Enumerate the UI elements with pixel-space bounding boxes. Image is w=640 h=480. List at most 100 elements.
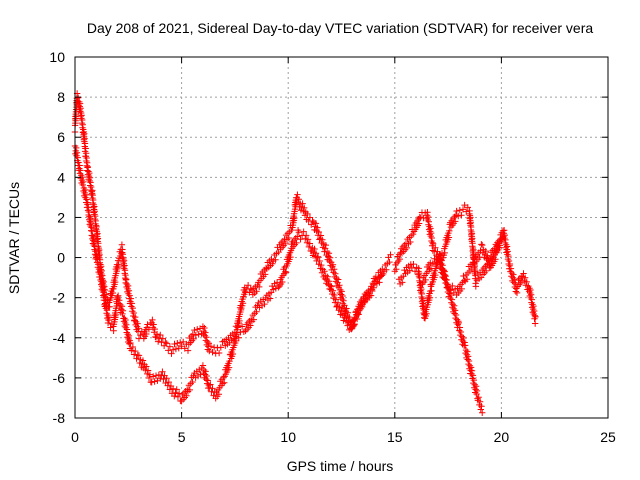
data-point [452, 311, 460, 319]
data-point [282, 269, 290, 276]
x-tick-label: 15 [387, 429, 403, 445]
data-point [306, 240, 314, 247]
data-point [468, 367, 476, 374]
data-point [343, 305, 350, 312]
data-point [443, 284, 451, 292]
y-tick-label: 2 [57, 209, 65, 225]
data-point [112, 278, 119, 286]
data-point [261, 300, 268, 308]
data-point [199, 323, 207, 330]
data-point [84, 163, 91, 171]
data-point [472, 283, 480, 290]
data-point [160, 375, 167, 383]
data-point [441, 272, 449, 279]
data-point [126, 292, 133, 299]
data-point [118, 250, 125, 257]
data-point [294, 191, 301, 198]
data-point [143, 370, 151, 378]
data-point [467, 364, 475, 371]
data-point [173, 386, 180, 393]
data-point [479, 241, 486, 249]
data-point [322, 241, 330, 249]
data-point [449, 282, 456, 290]
data-point [478, 241, 485, 248]
data-point [432, 271, 439, 279]
data-point [163, 340, 170, 347]
data-point [288, 226, 295, 234]
data-point [75, 159, 82, 166]
data-point [189, 378, 196, 386]
data-point [330, 266, 338, 273]
data-point [285, 234, 293, 242]
data-point [144, 321, 151, 328]
data-point [123, 321, 130, 328]
data-point [144, 367, 152, 374]
data-point [79, 178, 87, 186]
data-point [125, 287, 133, 294]
data-point [172, 389, 179, 396]
data-point [339, 292, 346, 300]
data-point [325, 278, 333, 285]
data-point [297, 236, 304, 243]
data-point [496, 244, 503, 251]
data-point [470, 376, 478, 384]
data-point [253, 288, 260, 295]
data-point [96, 267, 104, 275]
data-point [90, 238, 98, 246]
data-point [452, 218, 459, 225]
data-point [425, 218, 432, 225]
data-point [295, 229, 303, 236]
data-point [169, 346, 177, 354]
data-point [272, 256, 279, 263]
data-point [143, 363, 150, 370]
data-point [287, 253, 294, 261]
data-point [528, 296, 536, 303]
data-point [464, 204, 472, 211]
data-point [426, 266, 433, 273]
data-point [165, 347, 172, 354]
data-point [300, 204, 308, 212]
data-point [166, 343, 174, 350]
data-point [236, 317, 243, 325]
data-point [431, 255, 438, 262]
data-point [429, 260, 436, 267]
data-point [505, 257, 513, 265]
data-point [122, 316, 129, 324]
data-point [451, 307, 459, 314]
data-point [428, 234, 436, 242]
data-point [115, 261, 122, 269]
data-point [472, 383, 480, 390]
data-point [502, 236, 509, 244]
data-point [215, 349, 223, 357]
data-point [146, 371, 154, 378]
data-point [328, 283, 335, 290]
data-point [139, 357, 147, 364]
data-point [76, 100, 84, 107]
data-point [86, 213, 93, 220]
data-point [483, 252, 491, 259]
data-point [159, 368, 166, 375]
data-point [455, 319, 462, 327]
data-point [78, 112, 85, 119]
data-point [99, 284, 107, 291]
data-point [88, 224, 95, 231]
data-point [89, 232, 96, 239]
data-point [426, 294, 434, 301]
data-point [409, 230, 417, 238]
data-point [174, 339, 181, 347]
data-point [145, 326, 153, 333]
data-point [331, 291, 338, 299]
data-point [460, 272, 467, 280]
data-point [244, 282, 252, 289]
data-point [312, 220, 320, 227]
data-point [446, 227, 453, 235]
data-point [127, 339, 134, 347]
data-point [530, 302, 537, 310]
data-point [463, 276, 471, 283]
data-point [471, 381, 478, 388]
data-point [143, 330, 150, 338]
data-point [94, 256, 101, 263]
data-point [343, 314, 351, 322]
data-point [194, 326, 201, 333]
